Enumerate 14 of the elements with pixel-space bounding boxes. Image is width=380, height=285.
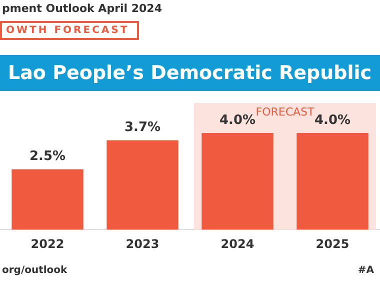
- data-label: 4.0%: [314, 112, 351, 128]
- chart-title: Lao People’s Democratic Republic: [0, 55, 380, 91]
- x-tick-label: 2024: [220, 236, 254, 251]
- text: #A: [358, 265, 374, 276]
- chart-subtitle: OWTH FORECAST: [0, 21, 140, 40]
- band-label: FORECAST: [256, 105, 315, 118]
- data-label: 3.7%: [124, 120, 161, 136]
- x-tick-label: 2022: [30, 236, 64, 251]
- x-tick-label: 2025: [316, 236, 350, 251]
- data-label: 2.5%: [29, 149, 66, 164]
- x-tick-label: 2023: [126, 236, 160, 251]
- data-label: 4.0%: [219, 112, 256, 128]
- text: org/outlook: [2, 265, 68, 276]
- text: pment Outlook April 2024: [2, 2, 162, 15]
